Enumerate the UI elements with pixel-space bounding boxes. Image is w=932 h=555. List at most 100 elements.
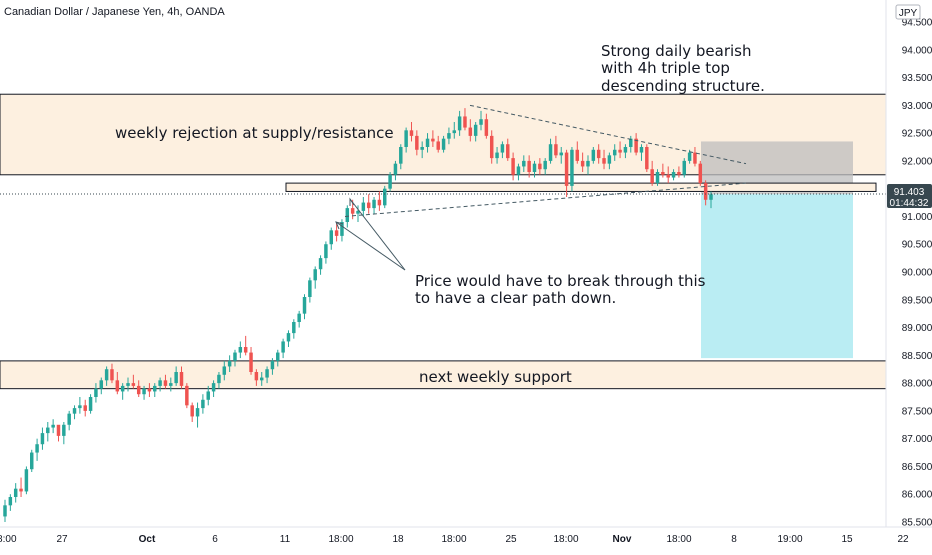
candle-body (249, 352, 253, 372)
candle-body (185, 385, 189, 406)
candle-body (206, 391, 210, 400)
price-tick-label: 90.000 (902, 268, 932, 279)
candle-body (40, 433, 45, 445)
candle-body (366, 202, 371, 209)
candle-body (388, 174, 392, 189)
candle-body (297, 313, 301, 322)
time-axis-panel (0, 527, 932, 550)
last-price-tag (887, 184, 932, 209)
candle-body (270, 360, 275, 370)
candle-body (489, 135, 494, 159)
breakout-level-box (285, 182, 877, 192)
candle-body (516, 166, 521, 175)
candle-body (463, 116, 467, 128)
candle-body (645, 147, 649, 170)
bearish-annotation-line-2: with 4h triple top (601, 59, 730, 77)
candle-body (575, 149, 580, 161)
candle-body (361, 202, 366, 211)
candle-body (30, 452, 34, 470)
bearish-annotation-line-3: descending structure. (601, 77, 765, 95)
candle-body (350, 208, 355, 214)
time-tick-label: 18:00 (553, 534, 578, 545)
candle-body (527, 160, 531, 172)
time-tick-label: 22 (897, 534, 909, 545)
time-tick-label: Nov (613, 534, 632, 545)
candle-body (308, 280, 312, 297)
candle-body (703, 183, 708, 200)
candle-body (607, 155, 612, 164)
candle-body (265, 369, 269, 378)
candle-body (473, 124, 478, 136)
candle-body (104, 369, 109, 381)
candle-body (511, 158, 515, 175)
candle-body (238, 347, 243, 353)
time-tick-label: 18 (392, 534, 404, 545)
price-tick-label: 87.500 (902, 406, 932, 417)
candle-body (623, 147, 628, 153)
candle-body (634, 138, 638, 153)
time-tick-label: 18:00 (0, 534, 17, 545)
candle-body (254, 372, 259, 381)
candle-body (661, 172, 665, 175)
candle-body (211, 383, 216, 392)
price-tick-label: 85.500 (902, 518, 932, 529)
time-tick-label: 27 (56, 534, 68, 545)
arrow-head-2 (349, 197, 355, 206)
candle-body (383, 188, 387, 206)
candle-body (693, 152, 697, 164)
price-tick-label: 86.500 (902, 462, 932, 473)
candle-body (292, 322, 296, 334)
candle-body (377, 199, 382, 206)
time-tick-label: 25 (505, 534, 517, 545)
candles-group (3, 108, 713, 522)
candle-body (650, 169, 654, 184)
price-tick-label: 90.500 (902, 240, 932, 251)
candle-body (136, 385, 141, 395)
candle-body (666, 174, 670, 178)
candle-body (447, 133, 451, 139)
last-price-value: 91.403 (894, 187, 925, 198)
chart-title: Canadian Dollar / Japanese Yen, 4h, OAND… (4, 6, 225, 18)
candle-body (78, 405, 82, 409)
candle-body (441, 138, 446, 150)
candle-body (201, 399, 205, 409)
candle-body (618, 149, 622, 153)
candle-body (195, 408, 200, 417)
candle-body (629, 138, 633, 147)
candle-body (227, 360, 232, 367)
candle-body (345, 208, 350, 222)
candle-body (340, 222, 344, 236)
candle-body (484, 119, 489, 136)
breakout-annotation-line-1: Price would have to break through this (415, 272, 706, 290)
candle-body (56, 424, 61, 436)
candle-body (612, 149, 617, 156)
candle-body (243, 347, 248, 353)
candle-body (120, 385, 125, 392)
candle-body (259, 377, 264, 381)
candle-body (334, 230, 339, 236)
bearish-annotation-line-1: Strong daily bearish (601, 42, 752, 60)
candle-body (217, 374, 221, 384)
price-tick-label: 94.000 (902, 45, 932, 56)
candle-body (404, 130, 408, 147)
time-axis: 18:00 27 Oct 6 11 18:00 18 18:00 25 18:00 Nov 18:00… (0, 534, 909, 545)
candle-body (318, 258, 323, 270)
candle-body (570, 149, 574, 186)
candle-body (67, 413, 71, 425)
candle-body (190, 405, 194, 417)
candle-body (222, 366, 227, 375)
annotation-arrows (335, 197, 406, 271)
last-price-countdown: 01:44:32 (890, 198, 929, 209)
time-tick-label: 8 (731, 534, 737, 545)
candle-body (46, 427, 50, 434)
price-tick-label: 88.000 (902, 379, 932, 390)
candle-body (420, 147, 424, 150)
candle-body (110, 369, 114, 381)
candle-body (329, 230, 333, 245)
candle-body (153, 385, 157, 392)
price-tick-label: 91.000 (902, 212, 932, 223)
candle-body (415, 135, 419, 150)
candle-body (500, 144, 505, 153)
candle-body (174, 372, 178, 384)
